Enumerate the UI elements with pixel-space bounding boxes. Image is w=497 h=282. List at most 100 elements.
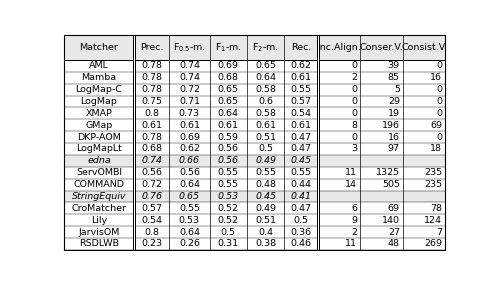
- Text: 0.56: 0.56: [218, 156, 239, 165]
- Text: Inc.Align.: Inc.Align.: [317, 43, 361, 52]
- Bar: [64, 131, 445, 143]
- Text: 0.54: 0.54: [141, 216, 162, 225]
- Bar: [64, 214, 445, 226]
- Text: 0.55: 0.55: [218, 180, 239, 189]
- Text: StringEquiv: StringEquiv: [72, 192, 126, 201]
- Text: 0.72: 0.72: [141, 180, 162, 189]
- Text: 0.66: 0.66: [179, 156, 200, 165]
- Text: 0.69: 0.69: [218, 61, 239, 70]
- Bar: [64, 96, 445, 107]
- Text: 0.68: 0.68: [141, 144, 162, 153]
- Text: 0: 0: [351, 133, 357, 142]
- Text: 0.74: 0.74: [179, 61, 200, 70]
- Text: 0.52: 0.52: [218, 204, 239, 213]
- Text: 0.71: 0.71: [179, 97, 200, 106]
- Text: 7: 7: [436, 228, 442, 237]
- Text: 0.51: 0.51: [255, 133, 276, 142]
- Text: 16: 16: [388, 133, 400, 142]
- Text: 0.59: 0.59: [218, 133, 239, 142]
- Text: 0.65: 0.65: [179, 192, 200, 201]
- Text: 0.55: 0.55: [291, 168, 312, 177]
- Text: DKP-AOM: DKP-AOM: [77, 133, 121, 142]
- Text: 0.47: 0.47: [291, 144, 312, 153]
- Text: 0.55: 0.55: [218, 168, 239, 177]
- Text: 0.45: 0.45: [291, 156, 312, 165]
- Text: 0.49: 0.49: [255, 204, 276, 213]
- Bar: [64, 238, 445, 250]
- Text: 97: 97: [388, 144, 400, 153]
- Bar: [64, 72, 445, 84]
- Text: 0.68: 0.68: [218, 73, 239, 82]
- Text: 0.64: 0.64: [179, 228, 200, 237]
- Text: 0.61: 0.61: [141, 121, 162, 130]
- Bar: [64, 179, 445, 191]
- Text: Matcher: Matcher: [80, 43, 118, 52]
- Text: 78: 78: [430, 204, 442, 213]
- Text: 0.38: 0.38: [255, 239, 276, 248]
- Text: 0.65: 0.65: [255, 61, 276, 70]
- Text: 0.72: 0.72: [179, 85, 200, 94]
- Text: 0.65: 0.65: [218, 97, 239, 106]
- Text: 3: 3: [351, 144, 357, 153]
- Text: 0.49: 0.49: [255, 156, 276, 165]
- Text: 0: 0: [351, 97, 357, 106]
- Text: 19: 19: [388, 109, 400, 118]
- Text: 0.74: 0.74: [179, 73, 200, 82]
- Text: 124: 124: [424, 216, 442, 225]
- Text: 2: 2: [351, 228, 357, 237]
- Text: 0.58: 0.58: [255, 109, 276, 118]
- Text: 0.57: 0.57: [141, 204, 162, 213]
- Bar: [64, 167, 445, 179]
- Text: 0.41: 0.41: [291, 192, 312, 201]
- Text: 235: 235: [424, 168, 442, 177]
- Text: 0.4: 0.4: [258, 228, 273, 237]
- Text: 0.78: 0.78: [141, 133, 162, 142]
- Text: 0.56: 0.56: [218, 144, 239, 153]
- Text: 140: 140: [382, 216, 400, 225]
- Text: Prec.: Prec.: [140, 43, 164, 52]
- Text: LogMapLt: LogMapLt: [76, 144, 122, 153]
- Text: 39: 39: [388, 61, 400, 70]
- Text: 0.53: 0.53: [218, 192, 239, 201]
- Text: 0: 0: [436, 85, 442, 94]
- Text: Lily: Lily: [91, 216, 107, 225]
- Text: 5: 5: [394, 85, 400, 94]
- Text: 0.76: 0.76: [141, 192, 162, 201]
- Text: 0.8: 0.8: [144, 228, 159, 237]
- Text: 0.48: 0.48: [255, 180, 276, 189]
- Text: 14: 14: [345, 180, 357, 189]
- Text: 0.78: 0.78: [141, 85, 162, 94]
- Text: ServOMBI: ServOMBI: [76, 168, 122, 177]
- Bar: [64, 107, 445, 119]
- Text: GMap: GMap: [85, 121, 113, 130]
- Text: 235: 235: [424, 180, 442, 189]
- Bar: [64, 60, 445, 72]
- Text: 0.61: 0.61: [179, 121, 200, 130]
- Text: 0.73: 0.73: [179, 109, 200, 118]
- Text: AML: AML: [89, 61, 109, 70]
- Text: 0.64: 0.64: [218, 109, 239, 118]
- Text: 69: 69: [430, 121, 442, 130]
- Text: LogMap-C: LogMap-C: [76, 85, 122, 94]
- Text: 48: 48: [388, 239, 400, 248]
- Text: 0.47: 0.47: [291, 133, 312, 142]
- Bar: [64, 84, 445, 96]
- Text: 0.46: 0.46: [291, 239, 312, 248]
- Text: 0.54: 0.54: [291, 109, 312, 118]
- Text: 0.74: 0.74: [141, 156, 162, 165]
- Text: F$_{0.5}$-m.: F$_{0.5}$-m.: [173, 41, 206, 54]
- Text: 16: 16: [430, 73, 442, 82]
- Text: JarvisOM: JarvisOM: [79, 228, 120, 237]
- Text: 0: 0: [436, 97, 442, 106]
- Text: 0: 0: [436, 61, 442, 70]
- Text: 0.56: 0.56: [141, 168, 162, 177]
- Text: 0.64: 0.64: [179, 180, 200, 189]
- Text: 11: 11: [345, 239, 357, 248]
- Text: 0.5: 0.5: [294, 216, 309, 225]
- Text: 18: 18: [430, 144, 442, 153]
- Text: 0.53: 0.53: [179, 216, 200, 225]
- Text: COMMAND: COMMAND: [74, 180, 125, 189]
- Text: 0.55: 0.55: [291, 85, 312, 94]
- Text: 0.44: 0.44: [291, 180, 312, 189]
- Bar: [64, 226, 445, 238]
